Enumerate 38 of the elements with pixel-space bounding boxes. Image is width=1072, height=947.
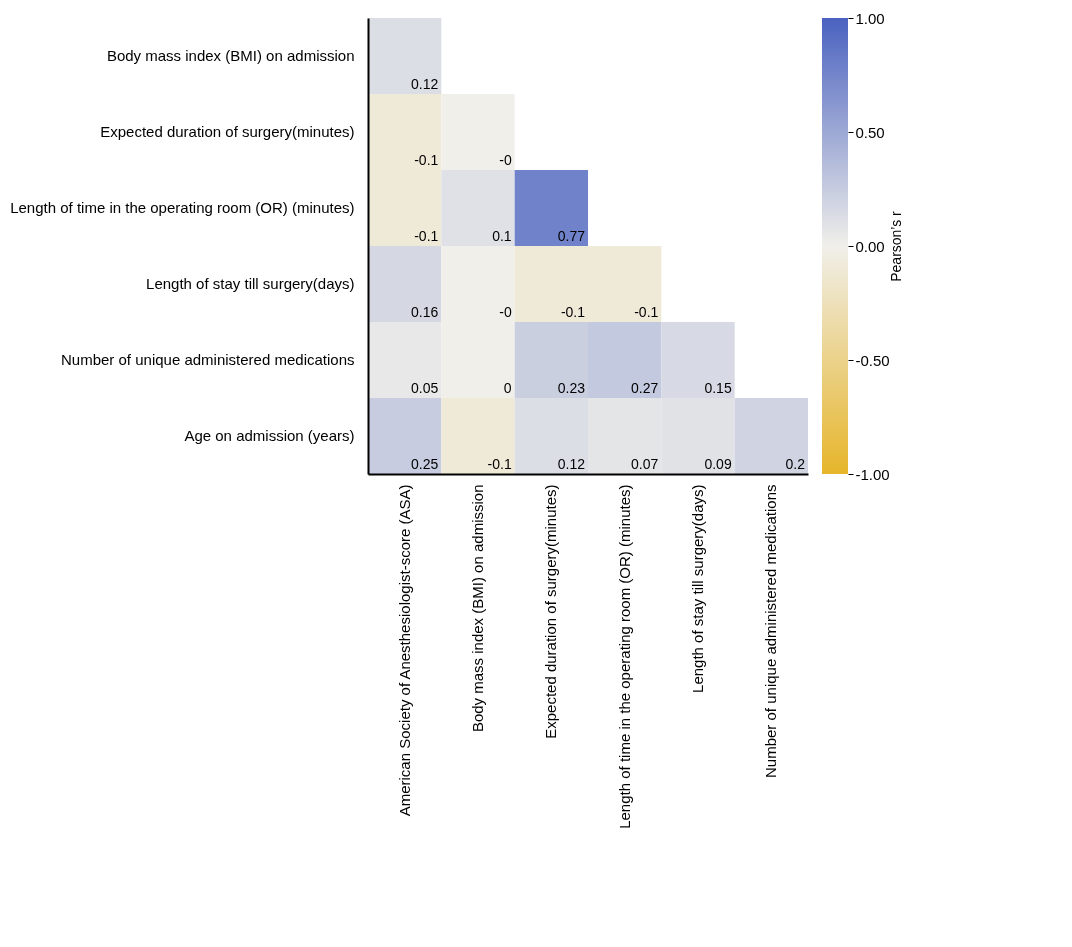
data-label: 0.12 xyxy=(557,456,586,472)
data-label: -0.1 xyxy=(487,456,512,472)
data-label: 0.23 xyxy=(557,380,586,396)
x-tick-label: American Society of Anesthesiologist-score (ASA) xyxy=(395,484,413,817)
color-bar-label: 1.00 xyxy=(855,9,885,27)
data-label: -0 xyxy=(499,152,512,168)
data-label: 0.07 xyxy=(631,456,659,472)
x-tick-label: Number of unique administered medications xyxy=(762,484,780,778)
data-label: -0.1 xyxy=(634,304,659,320)
data-label: 0.15 xyxy=(704,380,732,396)
data-label: 0.1 xyxy=(492,228,512,244)
data-label: 0.27 xyxy=(631,380,659,396)
data-label: 0.77 xyxy=(557,228,586,244)
y-tick-label: Expected duration of surgery(minutes) xyxy=(100,123,355,140)
data-label: 0.09 xyxy=(704,456,732,472)
x-tick-label: Length of time in the operating room (OR) (minutes) xyxy=(615,484,633,829)
data-label: 0.16 xyxy=(411,304,439,320)
data-label: -0 xyxy=(499,304,512,320)
data-label: 0.12 xyxy=(411,76,439,92)
y-tick-label: Length of time in the operating room (OR) (minutes) xyxy=(10,199,355,216)
x-tick-label: Expected duration of surgery(minutes) xyxy=(542,484,560,739)
color-bar-title: Pearson’s r xyxy=(887,210,904,282)
color-bar-label: -1.00 xyxy=(855,465,890,483)
color-bar-label: 0.00 xyxy=(855,237,885,255)
color-bar-label: 0.50 xyxy=(855,123,885,141)
color-bar-label: -0.50 xyxy=(855,351,890,369)
data-label: 0.25 xyxy=(411,456,439,472)
data-label: -0.1 xyxy=(560,304,586,320)
data-label: 0 xyxy=(503,380,512,396)
data-label: -0.1 xyxy=(414,228,439,244)
data-label: 0.2 xyxy=(785,456,806,472)
y-tick-label: Body mass index (BMI) on admission xyxy=(106,47,355,64)
data-label: -0.1 xyxy=(414,152,439,168)
y-tick-label: Length of stay till surgery(days) xyxy=(146,275,355,292)
y-tick-label: Age on admission (years) xyxy=(184,427,355,444)
data-label: 0.05 xyxy=(411,380,439,396)
x-tick-label: Length of stay till surgery(days) xyxy=(689,484,706,693)
y-tick-label: Number of unique administered medications xyxy=(61,351,355,368)
